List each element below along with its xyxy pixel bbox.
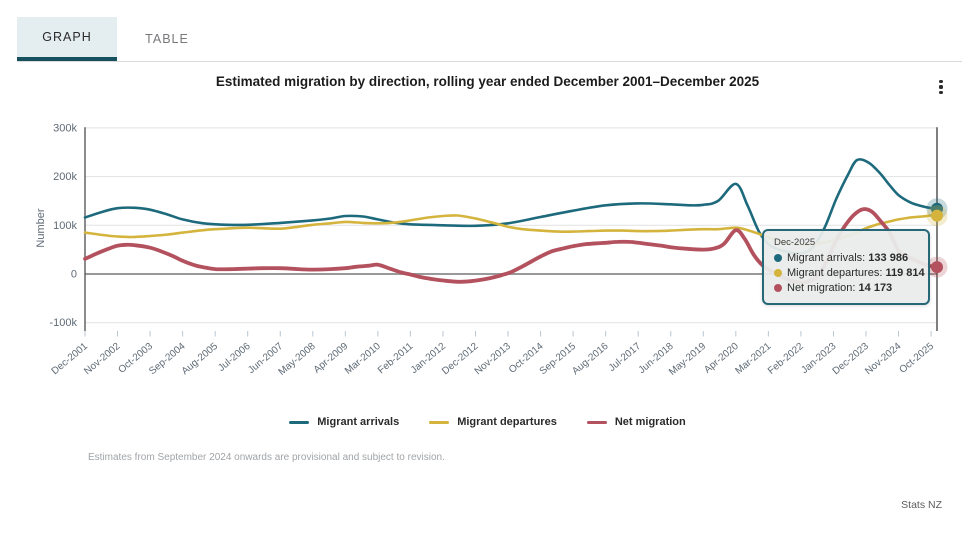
series-end-marker-migrant-departures[interactable] xyxy=(931,209,943,222)
line-chart[interactable]: 300k200k100k0-100kNumberDec-2001Nov-2002… xyxy=(0,0,975,400)
x-axis-tick-label: Aug-2016 xyxy=(570,341,611,378)
tooltip-date: Dec-2025 xyxy=(774,237,816,248)
tab-bar: GRAPH TABLE xyxy=(17,17,962,62)
legend-item-migrant-departures[interactable]: Migrant departures xyxy=(429,416,557,428)
legend-swatch-icon xyxy=(586,420,607,424)
tab-graph[interactable]: GRAPH xyxy=(17,17,117,61)
chart-legend: Migrant arrivals Migrant departures Net mi… xyxy=(0,416,975,428)
tooltip-series-dot-icon xyxy=(774,253,782,262)
kebab-menu-icon[interactable] xyxy=(934,76,948,98)
y-axis-tick-label: 0 xyxy=(71,269,77,281)
x-axis-tick-label: May-2008 xyxy=(277,341,318,378)
tooltip-series-value: 133 986 xyxy=(868,252,909,264)
y-axis-title: Number xyxy=(35,208,47,247)
tooltip-series-label: Migrant arrivals: xyxy=(787,252,869,264)
x-axis-tick-label: Nov-2013 xyxy=(473,341,514,378)
tab-table-label: TABLE xyxy=(145,32,189,46)
tooltip-series-dot-icon xyxy=(774,283,782,292)
tooltip-series-label: Net migration: xyxy=(787,282,859,294)
x-axis-tick-label: Nov-2002 xyxy=(82,341,123,378)
tooltip-series-dot-icon xyxy=(774,268,782,277)
y-axis-tick-label: 100k xyxy=(53,220,77,232)
footnote: Estimates from September 2024 onwards ar… xyxy=(88,452,445,463)
tab-table[interactable]: TABLE xyxy=(117,17,217,61)
x-axis-tick-label: Oct-2025 xyxy=(897,341,936,376)
tooltip-row: Migrant departures: 119 814 xyxy=(774,266,925,281)
tooltip-series-value: 14 173 xyxy=(858,282,893,294)
tooltip-rows: Migrant arrivals: 133 986 Migrant departu… xyxy=(774,251,925,296)
tooltip-row: Net migration: 14 173 xyxy=(774,281,919,296)
tooltip-series-value: 119 814 xyxy=(885,267,925,279)
legend-label: Net migration xyxy=(614,416,686,428)
chart-title: Estimated migration by direction, rollin… xyxy=(215,74,760,89)
x-axis-tick-label: Aug-2005 xyxy=(180,341,221,378)
series-end-marker-net-migration[interactable] xyxy=(931,261,943,274)
legend-swatch-icon xyxy=(289,420,310,424)
attribution: Stats NZ xyxy=(901,499,942,511)
x-axis-tick-label: Feb-2022 xyxy=(766,341,806,377)
y-axis-tick-label: 300k xyxy=(53,122,77,134)
legend-swatch-icon xyxy=(429,420,450,424)
y-axis-tick-label: 200k xyxy=(53,171,77,183)
tooltip-row: Migrant arrivals: 133 986 xyxy=(774,251,919,266)
x-axis-tick-label: Nov-2024 xyxy=(863,341,904,378)
chart-tooltip: Dec-2025 Migrant arrivals: 133 986 Migran… xyxy=(762,229,930,305)
legend-label: Migrant arrivals xyxy=(317,416,400,428)
series-line-migrant-arrivals xyxy=(83,158,939,256)
legend-item-net-migration[interactable]: Net migration xyxy=(586,416,686,428)
tab-graph-label: GRAPH xyxy=(42,30,92,44)
legend-item-migrant-arrivals[interactable]: Migrant arrivals xyxy=(289,416,399,428)
tooltip-series-label: Migrant departures: xyxy=(787,267,886,279)
x-axis-tick-label: Feb-2011 xyxy=(376,341,416,377)
x-axis-tick-label: Mar-2010 xyxy=(343,341,383,377)
legend-label: Migrant departures xyxy=(457,416,557,428)
x-axis-tick-label: May-2019 xyxy=(667,341,708,378)
y-axis-tick-label: -100k xyxy=(49,317,77,329)
